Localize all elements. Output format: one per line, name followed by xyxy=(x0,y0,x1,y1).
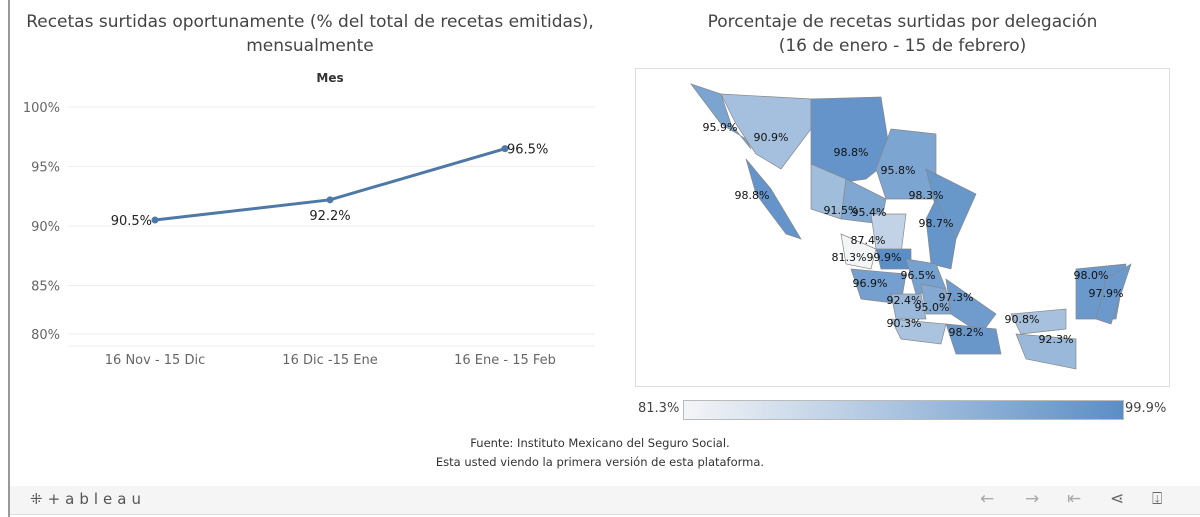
state-label: 98.8% xyxy=(735,189,770,202)
y-tick-label: 85% xyxy=(31,280,60,295)
data-point xyxy=(501,145,509,153)
color-legend xyxy=(683,400,1124,420)
state-label: 97.9% xyxy=(1089,287,1124,300)
state-label: 99.9% xyxy=(867,251,902,264)
legend-max: 99.9% xyxy=(1125,401,1167,416)
redo-icon[interactable]: → xyxy=(1025,489,1040,509)
mexico-map: 95.9% 90.9% 98.8% 98.8% 95.8% 98.3% 91.5%95.4%… xyxy=(690,83,1132,370)
state-region xyxy=(925,198,957,270)
line-chart: Mes 100% 95% 90% 85% 80% 16 Nov - 15 Dic 16 Dic… xyxy=(23,71,595,368)
map-subtitle: (16 de enero - 15 de febrero) xyxy=(778,36,1027,56)
x-tick-label: 16 Dic -15 Ene xyxy=(282,353,377,368)
state-region xyxy=(875,128,937,200)
undo-icon[interactable]: ← xyxy=(980,489,995,509)
tableau-logo[interactable]: ⁜+ableau xyxy=(30,490,146,508)
y-tick-label: 95% xyxy=(31,161,60,176)
state-label: 95.4% xyxy=(852,206,887,219)
data-point xyxy=(151,216,159,224)
x-tick-label: 16 Ene - 15 Feb xyxy=(454,353,556,368)
legend-min: 81.3% xyxy=(638,401,680,416)
data-label: 92.2% xyxy=(309,209,350,224)
x-axis-title: Mes xyxy=(316,71,343,85)
revert-icon[interactable]: ⇤ xyxy=(1067,489,1082,509)
share-icon[interactable]: ⋖ xyxy=(1110,489,1125,509)
x-tick-label: 16 Nov - 15 Dic xyxy=(105,353,205,368)
state-label: 81.3% xyxy=(832,251,867,264)
state-region xyxy=(1095,263,1132,325)
state-label: 90.9% xyxy=(754,131,789,144)
state-label: 92.4% xyxy=(887,294,922,307)
state-label: 95.0% xyxy=(915,301,950,314)
state-region xyxy=(1010,308,1067,335)
data-label: 96.5% xyxy=(507,143,548,158)
data-point xyxy=(326,196,334,204)
state-label: 90.3% xyxy=(887,317,922,330)
state-label: 90.8% xyxy=(1005,313,1040,326)
state-region xyxy=(890,318,947,345)
state-label: 96.9% xyxy=(853,277,888,290)
map-title-main: Porcentaje de recetas surtidas por deleg… xyxy=(707,12,1098,32)
state-region xyxy=(840,233,877,270)
state-label: 91.5% xyxy=(824,204,859,217)
source-text: Fuente: Instituto Mexicano del Seguro So… xyxy=(470,436,730,450)
line-chart-title: Recetas surtidas oportunamente (% del to… xyxy=(26,12,594,56)
state-label: 97.3% xyxy=(939,291,974,304)
state-region xyxy=(745,158,802,240)
y-tick-label: 100% xyxy=(23,101,60,116)
state-label: 98.2% xyxy=(949,326,984,339)
state-label: 95.8% xyxy=(881,164,916,177)
map-title: Porcentaje de recetas surtidas por deleg… xyxy=(630,10,1175,58)
state-region xyxy=(945,323,1002,355)
state-label: 98.0% xyxy=(1074,269,1109,282)
y-tick-label: 90% xyxy=(31,220,60,235)
state-region xyxy=(690,83,752,150)
left-border xyxy=(8,0,10,517)
y-tick-label: 80% xyxy=(31,328,60,343)
state-region xyxy=(890,293,927,320)
state-label: 96.5% xyxy=(901,269,936,282)
data-label: 90.5% xyxy=(111,214,152,229)
state-label: 87.4% xyxy=(851,234,886,247)
download-icon[interactable]: ⍗ xyxy=(1152,489,1163,509)
state-label: 98.8% xyxy=(834,146,869,159)
tableau-toolbar: ⁜+ableau ← → ⇤ ⋖ ⍗ xyxy=(10,486,1200,515)
note-text: Esta usted viendo la primera versión de … xyxy=(435,455,765,469)
state-label: 98.3% xyxy=(909,189,944,202)
state-label: 98.7% xyxy=(919,217,954,230)
state-label: 92.3% xyxy=(1039,333,1074,346)
map-panel: 95.9% 90.9% 98.8% 98.8% 95.8% 98.3% 91.5% 95.4%… xyxy=(635,68,1170,387)
state-label: 95.9% xyxy=(703,121,738,134)
state-region xyxy=(1015,333,1077,370)
